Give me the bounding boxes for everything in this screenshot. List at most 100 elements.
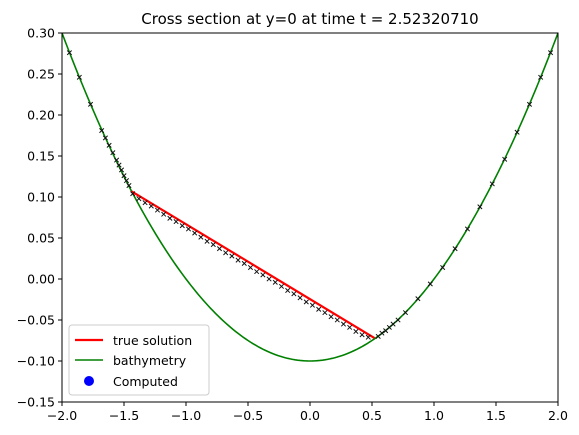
legend-label-true-solution: true solution: [113, 333, 192, 348]
y-tick-label: 0.10: [27, 190, 55, 205]
computed-point: [440, 264, 446, 271]
computed-point: [154, 207, 161, 213]
computed-point: [121, 173, 127, 179]
computed-point: [241, 260, 247, 266]
legend-box: [68, 324, 210, 396]
computed-point: [272, 279, 278, 285]
computed-point: [285, 287, 291, 294]
legend-label-computed: Computed: [113, 374, 178, 389]
y-tick-label: −0.10: [17, 354, 55, 369]
computed-point: [395, 317, 401, 323]
computed-point: [136, 196, 142, 202]
computed-point: [322, 310, 328, 316]
computed-point: [260, 272, 266, 278]
bathymetry-line: [62, 33, 558, 362]
computed-point: [148, 203, 154, 209]
computed-point: [204, 238, 210, 244]
x-tick-label: 2.0: [548, 408, 568, 423]
x-tick-label: −1.0: [171, 408, 201, 423]
x-tick-label: −1.5: [109, 408, 139, 423]
computed-point: [110, 150, 116, 156]
x-tick-label: 1.0: [424, 408, 444, 423]
computed-point: [118, 167, 125, 173]
computed-point: [309, 302, 316, 308]
computed-point: [130, 191, 136, 197]
computed-point: [142, 200, 148, 206]
computed-point: [390, 321, 396, 327]
computed-point: [502, 156, 508, 162]
computed-point: [179, 223, 185, 229]
computed-point: [334, 317, 340, 323]
computed-point: [402, 310, 409, 316]
computed-point: [365, 334, 371, 340]
computed-point: [303, 299, 309, 305]
x-tick-label: 1.5: [486, 408, 506, 423]
computed-point: [123, 178, 130, 184]
computed-point: [379, 330, 385, 336]
y-tick-label: 0.00: [27, 272, 55, 287]
y-tick-label: −0.15: [17, 395, 55, 410]
computed-point: [278, 283, 285, 289]
computed-point: [192, 230, 198, 236]
chart-title: Cross section at y=0 at time t = 2.52320…: [141, 10, 478, 28]
computed-point: [254, 269, 260, 275]
computed-point: [514, 129, 520, 135]
computed-point: [229, 253, 235, 259]
computed-point: [415, 296, 421, 302]
computed-point: [76, 74, 82, 80]
plot-area: [62, 33, 558, 362]
computed-point: [247, 264, 254, 271]
computed-point: [266, 276, 272, 282]
computed-point: [161, 211, 167, 217]
computed-point: [87, 101, 94, 107]
computed-point: [126, 182, 132, 189]
x-tick-label: −2.0: [47, 408, 77, 423]
computed-point: [297, 295, 303, 301]
computed-point: [173, 219, 179, 225]
computed-point: [99, 128, 105, 134]
y-tick-label: 0.05: [27, 231, 55, 246]
computed-point: [477, 204, 483, 210]
y-tick-label: 0.20: [27, 108, 55, 123]
legend-swatch-computed: [84, 376, 94, 386]
legend: true solution bathymetry Computed: [68, 324, 210, 396]
computed-point: [316, 306, 322, 312]
computed-point: [167, 215, 173, 221]
computed-point: [116, 162, 122, 168]
x-tick-label: −0.5: [233, 408, 263, 423]
computed-point: [185, 226, 192, 232]
computed-point: [223, 250, 229, 256]
legend-label-bathymetry: bathymetry: [113, 353, 187, 368]
computed-point: [538, 74, 544, 80]
computed-point: [526, 101, 533, 107]
x-tick-label: 0.5: [362, 408, 382, 423]
computed-point: [359, 332, 365, 338]
computed-point: [210, 242, 216, 248]
computed-point: [235, 257, 241, 263]
computed-point: [106, 142, 112, 148]
computed-point: [216, 246, 223, 252]
x-axis: −2.0 −1.5 −1.0 −0.5 0.0 0.5 1.0 1.5 2.0: [47, 402, 568, 423]
y-tick-label: 0.30: [27, 26, 55, 41]
computed-point: [427, 281, 433, 287]
computed-point: [114, 157, 120, 163]
computed-point: [291, 291, 297, 297]
y-tick-label: 0.15: [27, 149, 55, 164]
y-tick-label: 0.25: [27, 67, 55, 82]
x-tick-label: 0.0: [300, 408, 320, 423]
computed-point: [548, 50, 554, 56]
y-axis: −0.15 −0.10 −0.05 0.00 0.05 0.10 0.15 0.20 0.25 0…: [17, 26, 62, 410]
computed-point: [452, 246, 458, 252]
computed-point: [489, 181, 495, 187]
computed-point: [66, 50, 72, 56]
computed-point: [340, 321, 347, 327]
computed-point: [464, 226, 471, 232]
computed-point: [353, 328, 359, 335]
computed-point: [347, 324, 353, 330]
computed-point: [328, 314, 334, 320]
true-solution-line: [130, 190, 376, 339]
computed-point: [198, 234, 204, 240]
computed-point: [102, 135, 108, 141]
y-tick-label: −0.05: [17, 313, 55, 328]
